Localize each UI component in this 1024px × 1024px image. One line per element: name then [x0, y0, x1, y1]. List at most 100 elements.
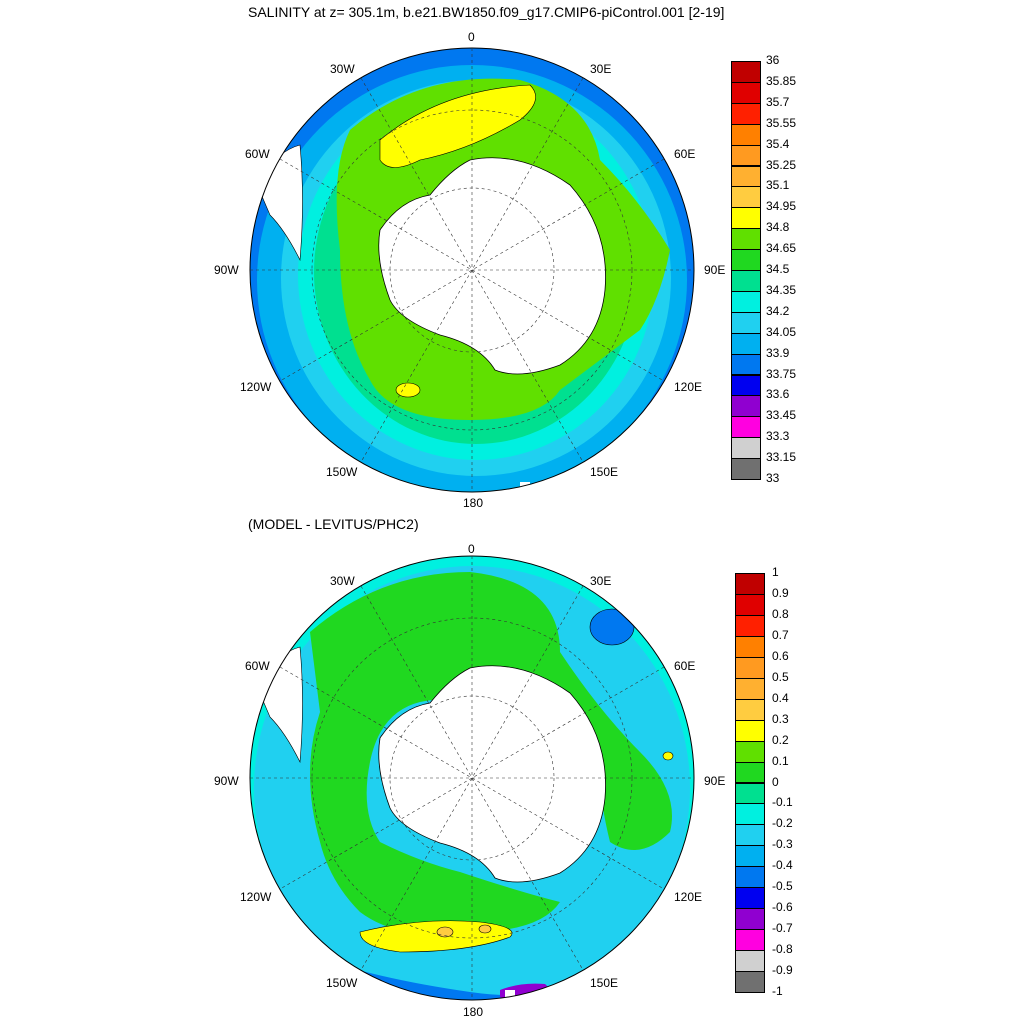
map-label-120e: 120E [674, 380, 703, 394]
colorbar-swatch [731, 395, 761, 418]
colorbar-tick-label: 34.8 [766, 220, 790, 235]
map-label-150w: 150W [326, 976, 358, 990]
colorbar-swatch [735, 782, 765, 805]
colorbar-tick-label: 0.1 [772, 753, 789, 768]
map-label-150e: 150E [590, 976, 619, 990]
colorbar-swatch [731, 165, 761, 188]
map-label-90w: 90W [214, 774, 239, 788]
colorbar-tick-label: 33.9 [766, 345, 790, 360]
colorbar-swatch [735, 887, 765, 910]
colorbar-swatch [735, 950, 765, 973]
map-label-30e: 30E [590, 62, 612, 76]
colorbar-tick-label: 35.25 [766, 157, 797, 172]
colorbar-swatch [731, 81, 761, 104]
colorbar-tick-label: -0.2 [772, 816, 793, 831]
colorbar-swatch [731, 144, 761, 167]
colorbar-tick-label: 34.35 [766, 282, 797, 297]
colorbar-tick-label: -0.9 [772, 963, 793, 978]
colorbar-swatch [731, 332, 761, 355]
map-label-60w: 60W [245, 659, 270, 673]
map-label-150w: 150W [326, 465, 358, 479]
colorbar-swatch [735, 698, 765, 721]
colorbar-tick-label: 34.5 [766, 262, 790, 276]
map-label-30e: 30E [590, 574, 612, 588]
map-label-120e: 120E [674, 890, 703, 904]
colorbar-swatch [731, 290, 761, 313]
colorbar-tick-label: 35.85 [766, 73, 797, 88]
colorbar-swatch [731, 270, 761, 292]
colorbar-swatch [731, 374, 761, 397]
colorbar-tick-label: 33 [766, 471, 780, 485]
difference-polar-map [249, 555, 695, 1001]
colorbar-swatch [731, 437, 761, 460]
colorbar-tick-label: 34.65 [766, 241, 797, 256]
colorbar-tick-label: 0 [772, 774, 779, 789]
colorbar-swatch [731, 207, 761, 230]
map-label-60e: 60E [674, 147, 696, 161]
colorbar-tick-label: 34.2 [766, 303, 790, 318]
colorbar-tick-label: 0.3 [772, 711, 789, 726]
colorbar-swatch [735, 866, 765, 889]
colorbar-tick-label: 33.15 [766, 450, 797, 465]
colorbar-tick-label: 35.7 [766, 94, 790, 109]
colorbar-swatch [731, 186, 761, 209]
map-label-60w: 60W [245, 147, 270, 161]
colorbar-tick-label: -0.7 [772, 921, 793, 936]
colorbar-swatch [731, 249, 761, 271]
colorbar-swatch [735, 929, 765, 952]
colorbar-swatch [731, 61, 761, 83]
colorbar-swatch [731, 458, 761, 480]
colorbar-swatch [735, 845, 765, 868]
colorbar-tick-label: 33.6 [766, 387, 790, 402]
colorbar-tick-label: -1 [772, 984, 783, 998]
colorbar-swatch [735, 803, 765, 826]
colorbar-tick-label: 0.9 [772, 585, 789, 600]
colorbar-swatch [731, 123, 761, 146]
colorbar-tick-label: 33.3 [766, 429, 790, 444]
colorbar-swatch [735, 971, 765, 993]
colorbar-swatch [735, 635, 765, 658]
colorbar-tick-label: -0.3 [772, 837, 793, 852]
map-label-0: 0 [468, 542, 475, 556]
map-label-90w: 90W [214, 263, 239, 277]
salinity-map-panel: 0 30W 30E 60W 60E 90W 90E 120W 120E 150W… [214, 30, 726, 510]
map-label-60e: 60E [674, 659, 696, 673]
colorbar-swatch [735, 656, 765, 679]
colorbar-tick-label: -0.1 [772, 795, 793, 810]
colorbar-swatch [735, 593, 765, 616]
colorbar-tick-label: 33.75 [766, 366, 797, 381]
figure-title: SALINITY at z= 305.1m, b.e21.BW1850.f09_… [248, 4, 725, 20]
colorbar-tick-label: 1 [772, 565, 779, 579]
map-label-180: 180 [463, 496, 484, 510]
difference-title: (MODEL - LEVITUS/PHC2) [248, 516, 419, 532]
colorbar-swatch [731, 353, 761, 376]
colorbar-swatch [731, 311, 761, 334]
colorbar-tick-label: 0.2 [772, 732, 789, 747]
colorbar-swatch [731, 228, 761, 251]
difference-map-panel: 0 30W 30E 60W 60E 90W 90E 120W 120E 150W… [0, 512, 1024, 1024]
colorbar-tick-label: -0.8 [772, 942, 793, 957]
map-label-0: 0 [468, 30, 475, 44]
colorbar-tick-label: 34.05 [766, 324, 797, 339]
colorbar-tick-label: 35.1 [766, 178, 790, 193]
colorbar-swatch [731, 102, 761, 125]
colorbar-swatch [735, 761, 765, 784]
colorbar-tick-label: -0.4 [772, 858, 793, 873]
colorbar-tick-label: 0.5 [772, 669, 789, 684]
colorbar-swatch [735, 677, 765, 700]
map-label-120w: 120W [240, 890, 272, 904]
map-label-30w: 30W [330, 574, 355, 588]
colorbar-swatch [735, 824, 765, 847]
map-label-120w: 120W [240, 380, 272, 394]
colorbar-tick-label: -0.6 [772, 900, 793, 915]
colorbar-tick-label: 33.45 [766, 408, 797, 423]
colorbar-tick-label: 35.55 [766, 115, 797, 130]
colorbar-tick-label: 0.4 [772, 690, 789, 705]
salinity-polar-map [249, 47, 695, 493]
colorbar-swatch [735, 908, 765, 931]
colorbar-tick-label: 34.95 [766, 199, 797, 214]
map-label-180: 180 [463, 1005, 484, 1019]
colorbar-tick-label: 35.4 [766, 136, 790, 151]
map-label-90e: 90E [704, 263, 726, 277]
colorbar-swatch [735, 614, 765, 637]
